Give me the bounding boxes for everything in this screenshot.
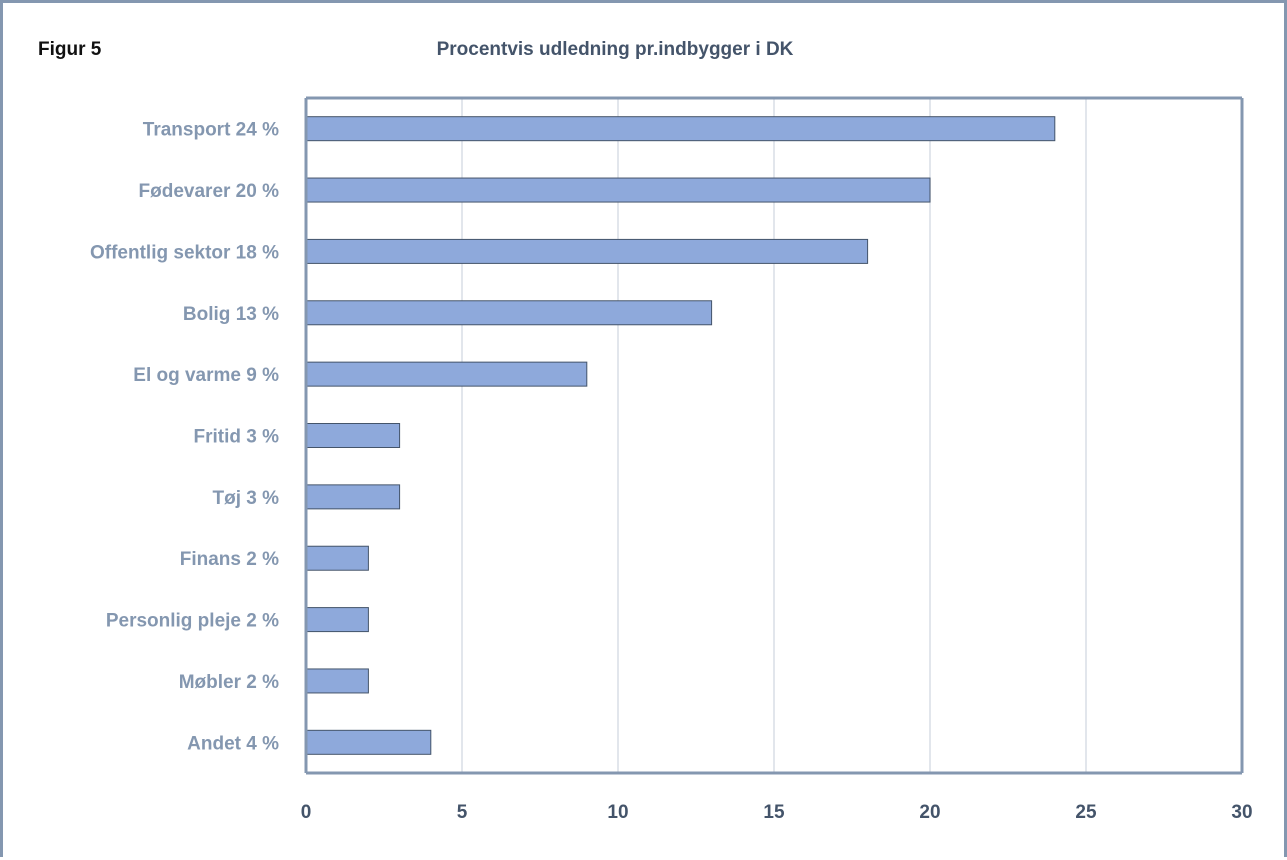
category-label: Andet 4 %: [187, 733, 279, 754]
x-tick-label: 30: [1231, 802, 1252, 823]
category-label: Tøj 3 %: [212, 488, 279, 509]
bar: [306, 484, 401, 510]
category-label: Møbler 2 %: [179, 672, 279, 693]
x-tick-label: 10: [607, 802, 628, 823]
category-label: Fritid 3 %: [193, 427, 279, 448]
bar: [306, 729, 432, 755]
x-tick-label: 20: [919, 802, 940, 823]
category-label: Bolig 13 %: [183, 304, 279, 325]
chart-title: Procentvis udledning pr.indbygger i DK: [437, 39, 794, 60]
bar: [306, 177, 931, 203]
figure-label: Figur 5: [38, 39, 102, 60]
bar: [306, 238, 869, 264]
category-label: Offentlig sektor 18 %: [90, 242, 279, 263]
bars: [306, 116, 1056, 755]
category-label: Finans 2 %: [180, 549, 279, 570]
bar: [306, 423, 401, 448]
gridlines: [461, 98, 1087, 773]
bar: [306, 361, 588, 387]
bar: [306, 300, 713, 326]
category-label: El og varme 9 %: [133, 365, 279, 386]
x-tick-labels: 0 5 10 15 20 25 30: [301, 802, 1253, 823]
bar: [306, 116, 1056, 142]
axes: [304, 96, 1244, 775]
bar: [306, 668, 369, 694]
category-labels: Transport 24 % Fødevarer 20 % Offentlig se…: [90, 120, 279, 755]
category-label: Fødevarer 20 %: [139, 181, 280, 202]
bar: [306, 607, 369, 633]
x-tick-label: 25: [1075, 802, 1097, 823]
x-tick-label: 5: [457, 802, 468, 823]
x-tick-label: 15: [763, 802, 785, 823]
bar-chart: Figur 5 Procentvis udledning pr.indbygge…: [38, 39, 1253, 823]
category-label: Transport 24 %: [143, 120, 279, 141]
x-tick-label: 0: [301, 802, 312, 823]
category-label: Personlig pleje 2 %: [106, 611, 279, 632]
bar: [306, 545, 369, 571]
